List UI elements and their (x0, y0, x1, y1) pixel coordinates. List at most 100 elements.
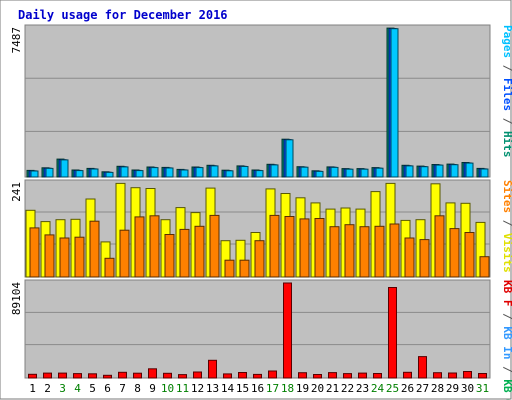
bar-pages-day-29 (450, 164, 459, 178)
bar-sites-day-9 (149, 215, 160, 278)
bar-kb-f-day-26 (403, 371, 412, 379)
y-max-label: 7487 (10, 27, 23, 54)
bar-pages-day-25 (390, 28, 399, 178)
bar-pages-day-27 (420, 166, 429, 178)
bar-pages-day-9 (150, 167, 159, 178)
x-tick-label: 20 (311, 382, 324, 395)
bar-pages-day-2 (45, 167, 54, 178)
bar-sites-day-25 (389, 223, 400, 278)
bar-pages-day-30 (465, 162, 474, 178)
bar-pages-day-19 (300, 166, 309, 178)
panel-background (24, 24, 491, 178)
x-tick-label: 22 (341, 382, 354, 395)
bar-sites-day-28 (434, 215, 445, 278)
x-tick-label: 15 (236, 382, 249, 395)
bar-pages-day-17 (270, 164, 279, 178)
bar-kb-f-day-3 (58, 372, 67, 379)
bar-sites-day-18 (284, 216, 295, 278)
bar-pages-day-11 (180, 169, 189, 178)
x-tick-label: 27 (416, 382, 429, 395)
bar-sites-day-10 (164, 234, 175, 278)
bar-kb-f-day-24 (373, 373, 382, 379)
x-tick-label: 14 (221, 382, 235, 395)
bar-pages-day-20 (315, 170, 324, 178)
bar-kb-f-day-23 (358, 372, 367, 379)
bar-sites-day-19 (299, 218, 310, 278)
bar-pages-day-6 (105, 171, 114, 178)
bar-pages-day-21 (330, 166, 339, 178)
bar-pages-day-4 (75, 170, 84, 178)
x-tick-label: 17 (266, 382, 279, 395)
x-tick-label: 31 (476, 382, 489, 395)
x-tick-label: 6 (104, 382, 111, 395)
bar-kb-f-day-5 (88, 373, 97, 379)
bar-sites-day-29 (449, 228, 460, 278)
bar-sites-day-7 (119, 229, 130, 278)
series-legend: Pages / Files / Hits (501, 25, 512, 158)
panel-visits_sites: 241 Sites / Visits (10, 179, 512, 278)
bar-sites-day-15 (239, 259, 250, 278)
x-tick-label: 18 (281, 382, 294, 395)
series-legend: Sites / Visits (501, 180, 512, 273)
bar-kb-f-day-2 (43, 372, 52, 379)
x-tick-label: 21 (326, 382, 339, 395)
bar-kb-f-day-8 (133, 372, 142, 379)
bar-kb-f-day-11 (178, 374, 187, 379)
bar-sites-day-11 (179, 228, 190, 278)
bar-sites-day-8 (134, 216, 145, 278)
bar-kb-f-day-7 (118, 371, 127, 379)
x-tick-label: 7 (119, 382, 126, 395)
legend-part: Files (501, 78, 512, 111)
bar-pages-day-22 (345, 168, 354, 178)
bar-sites-day-30 (464, 232, 475, 278)
panel-background (24, 279, 491, 379)
bar-sites-day-3 (59, 237, 70, 278)
bar-pages-day-13 (210, 165, 219, 178)
legend-part: / (501, 213, 512, 233)
bar-kb-f-day-28 (433, 372, 442, 379)
bar-sites-day-23 (359, 226, 370, 278)
bar-kb-f-day-27 (418, 356, 427, 379)
x-tick-label: 11 (176, 382, 189, 395)
legend-part: / (501, 58, 512, 78)
bar-kb-f-day-18 (283, 282, 292, 379)
bar-sites-day-14 (224, 259, 235, 278)
x-tick-label: 2 (44, 382, 51, 395)
bar-sites-day-31 (479, 256, 490, 278)
bar-sites-day-22 (344, 224, 355, 278)
legend-part: KB In (501, 326, 512, 359)
bar-pages-day-1 (30, 170, 39, 178)
bar-pages-day-23 (360, 168, 369, 178)
x-tick-label: 29 (446, 382, 459, 395)
x-tick-label: 19 (296, 382, 309, 395)
bar-pages-day-28 (435, 164, 444, 178)
bar-kb-f-day-16 (253, 373, 262, 379)
bar-kb-f-day-13 (208, 359, 217, 379)
legend-part: Visits (501, 233, 512, 273)
bar-sites-day-16 (254, 240, 265, 278)
chart-title: Daily usage for December 2016 (18, 8, 228, 22)
bar-sites-day-21 (329, 226, 340, 278)
x-tick-label: 25 (386, 382, 399, 395)
bar-pages-day-26 (405, 165, 414, 178)
bar-sites-day-17 (269, 214, 280, 278)
legend-part: / (501, 111, 512, 131)
legend-part: KB Out (501, 379, 512, 400)
y-max-label: 89104 (10, 282, 23, 315)
bar-kb-f-day-29 (448, 372, 457, 379)
bar-pages-day-10 (165, 167, 174, 178)
bar-sites-day-1 (29, 227, 40, 278)
bar-sites-day-5 (89, 220, 100, 278)
x-tick-label: 3 (59, 382, 66, 395)
y-max-label: 241 (10, 182, 23, 202)
bar-kb-f-day-19 (298, 372, 307, 379)
bar-kb-f-day-4 (73, 373, 82, 379)
bar-kb-f-day-21 (328, 372, 337, 379)
x-tick-label: 9 (149, 382, 156, 395)
bar-pages-day-7 (120, 166, 129, 178)
bar-pages-day-5 (90, 168, 99, 178)
bar-pages-day-18 (285, 139, 294, 178)
legend-part: Hits (501, 131, 512, 158)
